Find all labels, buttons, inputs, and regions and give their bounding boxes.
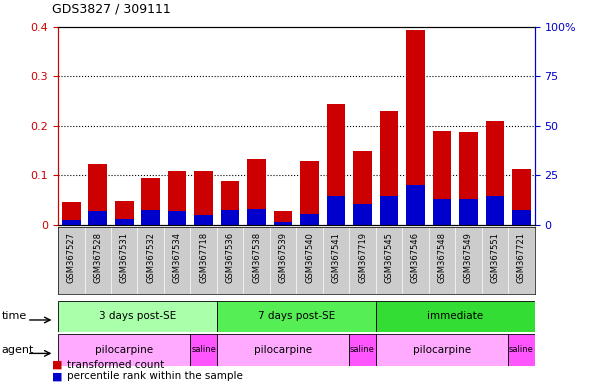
Bar (115, 201, 134, 225)
Text: GSM367548: GSM367548 (437, 232, 447, 283)
Text: GSM367541: GSM367541 (332, 232, 340, 283)
Text: GSM367538: GSM367538 (252, 232, 261, 283)
Text: GSM367549: GSM367549 (464, 232, 473, 283)
Bar (508, 334, 535, 366)
Text: 3 days post-SE: 3 days post-SE (99, 311, 176, 321)
Bar (353, 204, 371, 225)
Bar (459, 132, 478, 225)
Bar (62, 202, 81, 225)
Text: ■: ■ (52, 360, 62, 370)
Bar (89, 211, 107, 225)
Bar (376, 301, 535, 332)
Bar (58, 301, 217, 332)
Text: GSM367718: GSM367718 (199, 232, 208, 283)
Text: saline: saline (191, 345, 216, 354)
Bar (327, 196, 345, 225)
Text: GSM367540: GSM367540 (305, 232, 314, 283)
Text: GSM367539: GSM367539 (279, 232, 288, 283)
Bar (406, 30, 425, 225)
Bar (194, 171, 213, 225)
Bar (376, 334, 508, 366)
Bar (512, 169, 530, 225)
Text: GSM367527: GSM367527 (67, 232, 76, 283)
Bar (247, 159, 266, 225)
Bar (301, 214, 319, 225)
Text: 7 days post-SE: 7 days post-SE (258, 311, 335, 321)
Text: GSM367531: GSM367531 (120, 232, 129, 283)
Text: saline: saline (509, 345, 534, 354)
Bar (168, 211, 186, 225)
Bar (89, 164, 107, 225)
Text: GSM367545: GSM367545 (384, 232, 393, 283)
Bar (512, 210, 530, 225)
Bar (301, 161, 319, 225)
Bar (115, 219, 134, 225)
Text: GSM367532: GSM367532 (146, 232, 155, 283)
Bar (379, 111, 398, 225)
Bar (486, 196, 504, 225)
Text: transformed count: transformed count (67, 360, 164, 370)
Text: GSM367546: GSM367546 (411, 232, 420, 283)
Bar (221, 210, 240, 225)
Text: time: time (2, 311, 27, 321)
Bar (58, 334, 191, 366)
Text: GSM367536: GSM367536 (225, 232, 235, 283)
Bar (406, 185, 425, 225)
Bar (168, 171, 186, 225)
Text: saline: saline (350, 345, 375, 354)
Text: GSM367719: GSM367719 (358, 232, 367, 283)
Text: GSM367551: GSM367551 (491, 232, 499, 283)
Bar (486, 121, 504, 225)
Text: immediate: immediate (427, 311, 483, 321)
Bar (141, 210, 160, 225)
Bar (62, 220, 81, 225)
Bar (191, 334, 217, 366)
Bar (433, 131, 451, 225)
Text: GDS3827 / 309111: GDS3827 / 309111 (52, 2, 170, 15)
Bar (274, 222, 292, 225)
Bar (141, 178, 160, 225)
Bar (217, 334, 349, 366)
Text: pilocarpine: pilocarpine (413, 345, 471, 355)
Text: pilocarpine: pilocarpine (95, 345, 153, 355)
Bar (379, 196, 398, 225)
Text: percentile rank within the sample: percentile rank within the sample (67, 371, 243, 381)
Bar (459, 199, 478, 225)
Bar (353, 151, 371, 225)
Text: GSM367528: GSM367528 (93, 232, 102, 283)
Bar (194, 215, 213, 225)
Bar (221, 181, 240, 225)
Text: ■: ■ (52, 371, 62, 381)
Text: agent: agent (2, 345, 34, 355)
Bar (327, 104, 345, 225)
Bar (247, 209, 266, 225)
Bar (274, 211, 292, 225)
Bar (349, 334, 376, 366)
Text: GSM367534: GSM367534 (173, 232, 181, 283)
Bar (433, 199, 451, 225)
Text: GSM367721: GSM367721 (517, 232, 526, 283)
Text: pilocarpine: pilocarpine (254, 345, 312, 355)
Bar (217, 301, 376, 332)
